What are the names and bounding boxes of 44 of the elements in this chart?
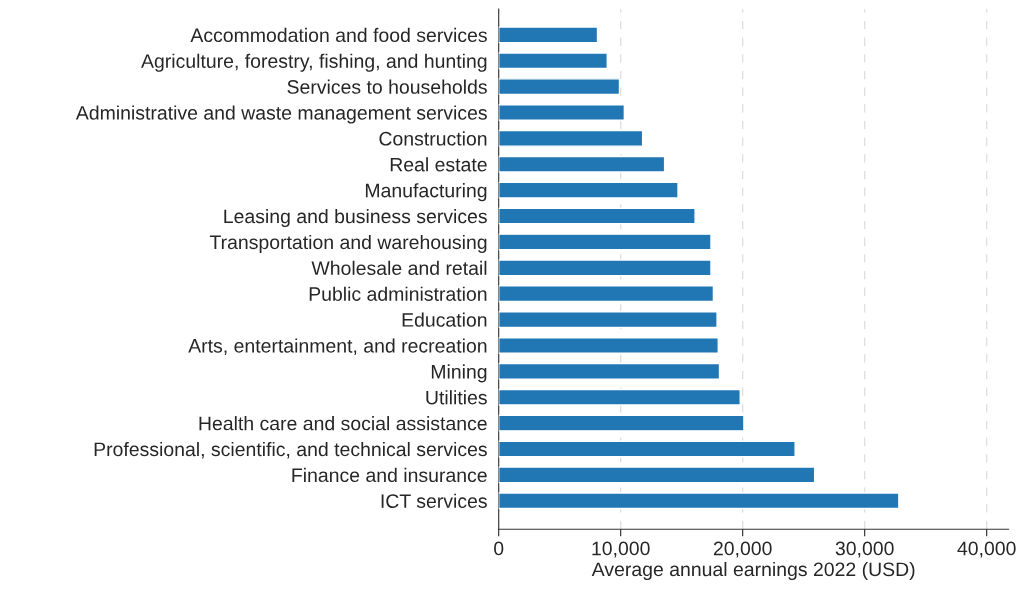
bar (498, 414, 745, 432)
y-tick-label: Leasing and business services (224, 208, 487, 228)
y-tick-label: Finance and insurance (292, 467, 487, 483)
bar (498, 259, 712, 277)
bar (498, 52, 608, 70)
bar (498, 233, 712, 251)
y-tick-label: Education (402, 312, 487, 327)
x-tick-label: 40,000 (957, 541, 1016, 558)
bar (498, 311, 718, 329)
bar (498, 129, 644, 147)
x-tick-label: 20,000 (713, 541, 772, 558)
y-tick-label: Mining (431, 364, 487, 383)
bar (498, 492, 900, 510)
x-tick-label: 0 (494, 541, 504, 556)
y-tick-label: Arts, entertainment, and recreation (188, 338, 487, 355)
bar (498, 336, 719, 354)
bar (498, 388, 741, 406)
y-tick-label: Real estate (390, 157, 487, 172)
y-tick-label: Administrative and waste management services (75, 105, 487, 124)
y-tick-label: Utilities (426, 390, 487, 405)
x-tick-label: 30,000 (835, 541, 894, 558)
y-tick-label: ICT services (381, 493, 487, 508)
y-tick-label: Wholesale and retail (311, 260, 487, 276)
bar (498, 466, 816, 484)
bar (498, 181, 679, 199)
bar (498, 362, 721, 380)
x-tick-label: 10,000 (592, 541, 650, 558)
y-tick-label: Public administration (309, 286, 487, 301)
bar (498, 104, 626, 121)
y-tick-label: Agriculture, forestry, fishing, and hunting (141, 53, 487, 72)
bar (498, 285, 715, 303)
y-tick-label: Accommodation and food services (190, 27, 487, 43)
bar (498, 440, 796, 458)
y-tick-label: Health care and social assistance (199, 416, 487, 431)
y-tick-label: Services to households (287, 79, 487, 94)
bar (498, 155, 666, 173)
y-tick-label: Transportation and warehousing (209, 234, 487, 253)
y-tick-label: Manufacturing (365, 183, 487, 202)
bar (498, 207, 696, 225)
bar (498, 78, 621, 96)
x-axis-title: Average annual earnings 2022 (USD) (591, 561, 915, 581)
y-tick-label: Professional, scientific, and technical services (94, 441, 487, 459)
y-tick-label: Construction (379, 131, 487, 146)
bar (498, 26, 599, 44)
